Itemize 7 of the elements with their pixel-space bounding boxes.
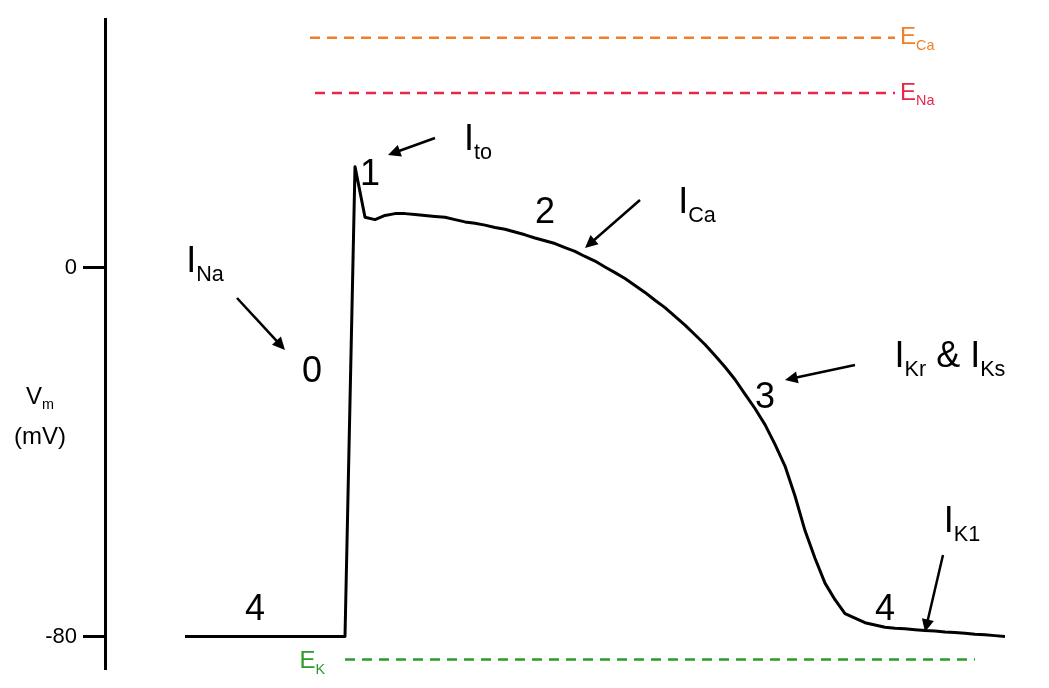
annotation: 3 bbox=[754, 374, 776, 416]
annotation: 2 bbox=[534, 189, 556, 231]
annotation: 4 bbox=[874, 586, 896, 628]
annotation: 0 bbox=[301, 348, 323, 390]
annotation: 1 bbox=[359, 151, 381, 193]
annotation: 4 bbox=[244, 586, 266, 628]
y-tick-label: -80 bbox=[45, 622, 77, 648]
